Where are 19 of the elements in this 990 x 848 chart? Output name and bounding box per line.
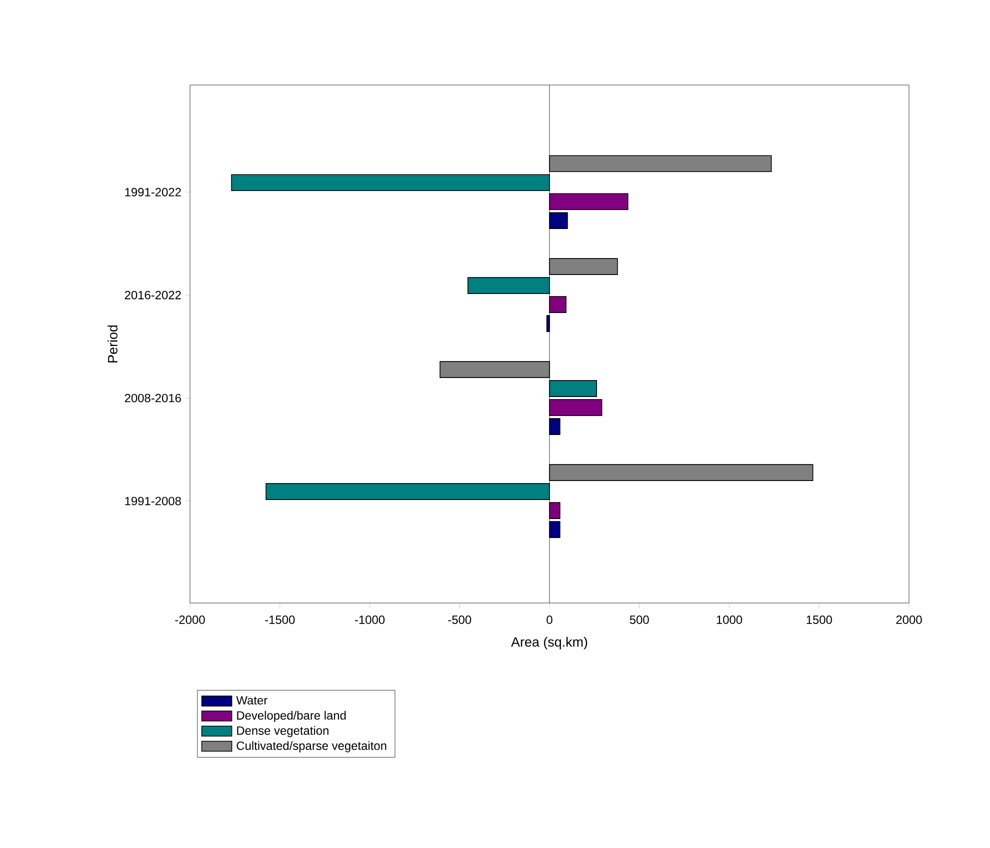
- x-tick-label: 1500: [806, 616, 832, 624]
- x-tick-label: 1000: [716, 616, 742, 624]
- x-tick-label: 2000: [896, 616, 922, 624]
- x-tick-label: -1000: [354, 616, 385, 624]
- y-axis-title: Period: [108, 325, 118, 362]
- legend-label: Water: [236, 696, 268, 705]
- x-tick-label: -2000: [175, 616, 205, 624]
- y-tick-label: 1991-2008: [125, 496, 181, 506]
- x-tick-label: -1500: [265, 616, 295, 624]
- legend-label: Cultivated/sparse vegetaiton: [236, 741, 386, 752]
- x-tick-label: 500: [630, 616, 649, 624]
- legend-label: Dense vegetation: [237, 726, 328, 738]
- x-axis-title: Area (sq.km): [511, 636, 588, 650]
- x-tick-label: -500: [448, 616, 472, 624]
- x-tick-label: 0: [546, 616, 552, 624]
- y-tick-label: 2008-2016: [124, 394, 181, 402]
- y-tick-label: 1991-2022: [125, 188, 181, 196]
- y-tick-label: 2016-2022: [124, 290, 181, 300]
- legend-label: Developed/bare land: [237, 710, 346, 722]
